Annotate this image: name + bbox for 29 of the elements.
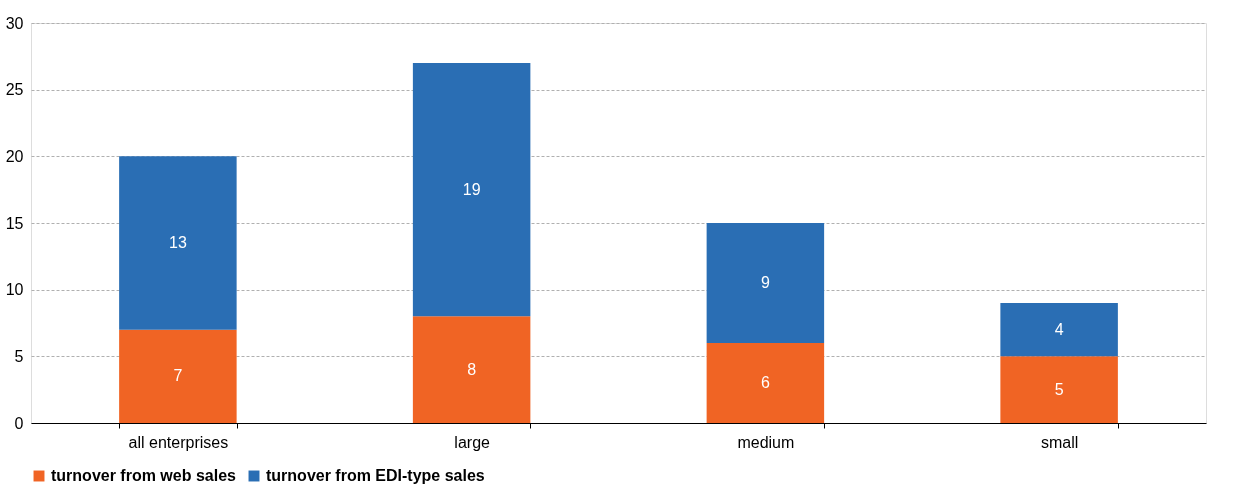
bar — [706, 343, 825, 423]
bar — [706, 223, 825, 343]
y-tick-label: 10 — [5, 281, 24, 299]
data-label: 7 — [173, 367, 183, 385]
y-tick-label: 0 — [14, 414, 24, 432]
data-label: 19 — [462, 180, 481, 198]
bar — [119, 329, 237, 423]
data-label: 13 — [168, 234, 187, 251]
bar — [412, 316, 531, 423]
data-label: 6 — [760, 374, 770, 391]
y-tick-label: 30 — [5, 14, 24, 32]
x-tick-label: medium — [737, 433, 795, 451]
x-tick-label: all enterprises — [128, 433, 229, 451]
bar — [119, 156, 237, 330]
bar — [1000, 356, 1118, 423]
bar — [1000, 303, 1118, 357]
y-tick-label: 5 — [14, 347, 24, 365]
data-label: 8 — [467, 360, 477, 378]
bar — [412, 63, 531, 317]
legend-label: turnover from EDI-type sales — [266, 467, 485, 484]
y-tick-label: 25 — [5, 81, 24, 99]
legend-label: turnover from web sales — [51, 467, 237, 484]
data-label: 9 — [760, 274, 770, 291]
x-tick-label: large — [454, 433, 491, 451]
y-tick-label: 15 — [5, 214, 24, 232]
x-tick-label: small — [1040, 433, 1079, 451]
data-label: 5 — [1054, 380, 1064, 398]
data-label: 4 — [1054, 320, 1064, 338]
y-tick-label: 20 — [5, 147, 24, 165]
